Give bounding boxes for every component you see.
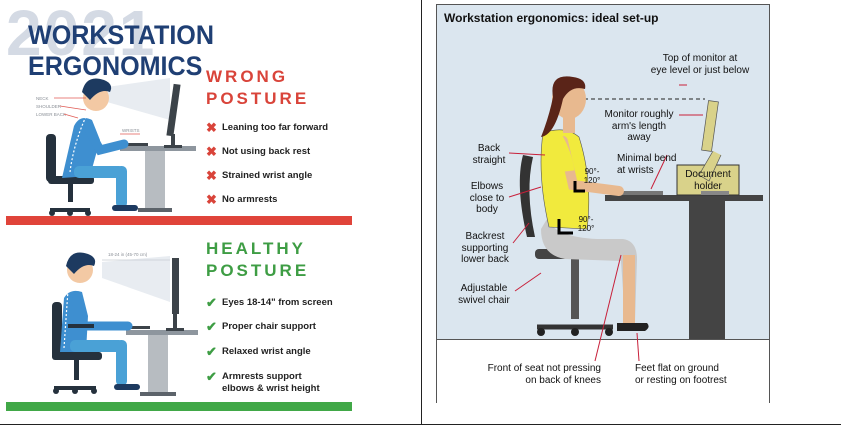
feet-flat-label: Feet flat on ground or resting on footres…	[635, 363, 727, 386]
healthy-posture-heading: HEALTHY POSTURE	[206, 239, 310, 280]
infographic-title: WORKSTATION ERGONOMICS	[28, 20, 214, 81]
diagram-title: Workstation ergonomics: ideal set-up	[444, 11, 659, 25]
wrong-divider-bar	[6, 216, 352, 225]
elbow-angle-label: 90°- 120°	[583, 167, 601, 185]
check-icon: ✔	[206, 369, 217, 384]
vertical-divider	[421, 0, 422, 425]
x-icon: ✖	[206, 168, 217, 183]
floor-area	[437, 339, 769, 403]
elbows-label: Elbows close to body	[469, 181, 505, 215]
wrong-item: ✖ Leaning too far forward	[206, 120, 329, 135]
healthy-item: ✔ Eyes 18-14" from screen	[206, 295, 333, 310]
x-icon: ✖	[206, 192, 217, 207]
front-of-seat-label: Front of seat not pressing on back of kne…	[487, 363, 601, 386]
wrong-item: ✖ Not using back rest	[206, 144, 311, 159]
left-infographic: 2021 WORKSTATION ERGONOMICS NECK	[0, 0, 420, 424]
healthy-item: ✔ Relaxed wrist angle	[206, 344, 311, 359]
healthy-item: ✔ Armrests support elbows & wrist height	[206, 369, 320, 394]
healthy-posture-figure: 18-24 in (45-70 cm)	[52, 252, 198, 396]
year-watermark: 2021	[6, 0, 157, 69]
wrong-item: ✖ Strained wrist angle	[206, 168, 313, 183]
back-straight-label: Back straight	[472, 143, 506, 166]
wrong-posture-heading: WRONG POSTURE	[206, 67, 310, 108]
neck-label: NECK	[36, 96, 49, 101]
document-holder-label: Document holder	[685, 169, 731, 192]
ideal-setup-figure	[508, 76, 763, 362]
monitor-distance-label: Monitor roughly arm's length away	[604, 109, 674, 143]
minimal-bend-label: Minimal bend at wrists	[617, 153, 677, 176]
check-icon: ✔	[206, 319, 217, 334]
wrong-item: ✖ No armrests	[206, 192, 278, 207]
lower-back-label: LOWER BACK	[36, 112, 66, 117]
wrists-label: WRISTS	[122, 128, 140, 133]
healthy-item: ✔ Proper chair support	[206, 319, 316, 334]
hip-angle-label: 90°- 120°	[577, 215, 595, 233]
x-icon: ✖	[206, 120, 217, 135]
top-of-monitor-label: Top of monitor at eye level or just below	[650, 53, 750, 76]
x-icon: ✖	[206, 144, 217, 159]
horizontal-divider	[0, 424, 841, 425]
right-diagram: Workstation ergonomics: ideal set-up	[436, 4, 770, 403]
backrest-label: Backrest supporting lower back	[461, 231, 509, 265]
shoulder-label: SHOULDER	[36, 104, 62, 109]
check-icon: ✔	[206, 344, 217, 359]
check-icon: ✔	[206, 295, 217, 310]
swivel-chair-label: Adjustable swivel chair	[458, 283, 510, 306]
distance-label: 18-24 in (45-70 cm)	[108, 252, 148, 257]
wrong-posture-figure: NECK SHOULDER LOWER BACK WRISTS	[36, 78, 196, 216]
healthy-divider-bar	[6, 402, 352, 411]
